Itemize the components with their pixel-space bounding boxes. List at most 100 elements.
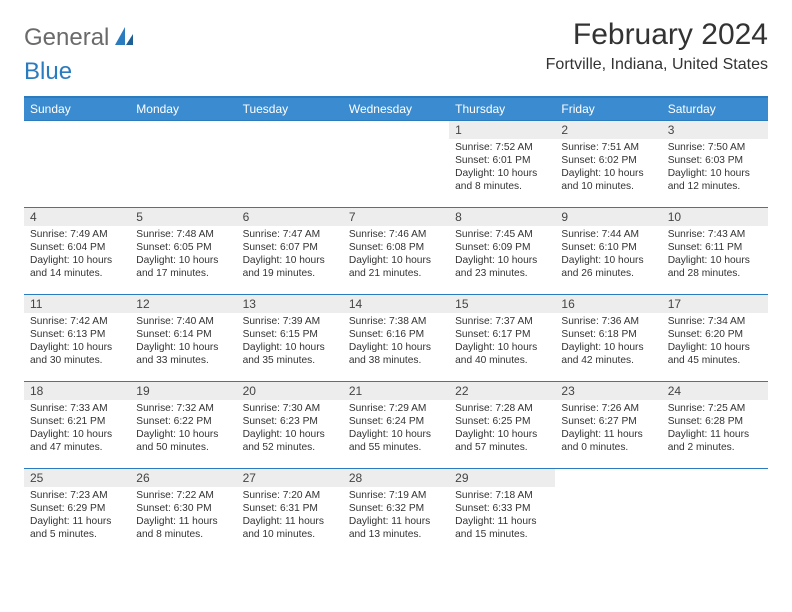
day-cell [237, 121, 343, 207]
day-body: Sunrise: 7:29 AMSunset: 6:24 PMDaylight:… [343, 400, 449, 458]
day-number: 27 [237, 469, 343, 487]
sunrise-text: Sunrise: 7:45 AM [455, 228, 549, 241]
sunrise-text: Sunrise: 7:20 AM [243, 489, 337, 502]
day-cell: 29Sunrise: 7:18 AMSunset: 6:33 PMDayligh… [449, 469, 555, 555]
daylight-text: Daylight: 11 hours and 15 minutes. [455, 515, 549, 541]
daylight-text: Daylight: 11 hours and 13 minutes. [349, 515, 443, 541]
sunset-text: Sunset: 6:13 PM [30, 328, 124, 341]
day-cell: 10Sunrise: 7:43 AMSunset: 6:11 PMDayligh… [662, 208, 768, 294]
day-number [343, 121, 449, 125]
day-number: 16 [555, 295, 661, 313]
sunrise-text: Sunrise: 7:18 AM [455, 489, 549, 502]
sunset-text: Sunset: 6:28 PM [668, 415, 762, 428]
daylight-text: Daylight: 10 hours and 30 minutes. [30, 341, 124, 367]
sunrise-text: Sunrise: 7:36 AM [561, 315, 655, 328]
sunrise-text: Sunrise: 7:39 AM [243, 315, 337, 328]
day-cell: 23Sunrise: 7:26 AMSunset: 6:27 PMDayligh… [555, 382, 661, 468]
sunrise-text: Sunrise: 7:44 AM [561, 228, 655, 241]
day-number [662, 469, 768, 473]
sunrise-text: Sunrise: 7:28 AM [455, 402, 549, 415]
day-body: Sunrise: 7:39 AMSunset: 6:15 PMDaylight:… [237, 313, 343, 371]
day-number: 15 [449, 295, 555, 313]
location-label: Fortville, Indiana, United States [546, 56, 768, 74]
sunset-text: Sunset: 6:33 PM [455, 502, 549, 515]
day-number: 19 [130, 382, 236, 400]
sunrise-text: Sunrise: 7:52 AM [455, 141, 549, 154]
daylight-text: Daylight: 10 hours and 50 minutes. [136, 428, 230, 454]
day-cell: 5Sunrise: 7:48 AMSunset: 6:05 PMDaylight… [130, 208, 236, 294]
day-body: Sunrise: 7:34 AMSunset: 6:20 PMDaylight:… [662, 313, 768, 371]
day-number: 5 [130, 208, 236, 226]
sunset-text: Sunset: 6:16 PM [349, 328, 443, 341]
sunset-text: Sunset: 6:08 PM [349, 241, 443, 254]
day-cell: 16Sunrise: 7:36 AMSunset: 6:18 PMDayligh… [555, 295, 661, 381]
sunset-text: Sunset: 6:09 PM [455, 241, 549, 254]
day-cell [24, 121, 130, 207]
sunrise-text: Sunrise: 7:37 AM [455, 315, 549, 328]
day-number: 24 [662, 382, 768, 400]
week-row: 1Sunrise: 7:52 AMSunset: 6:01 PMDaylight… [24, 120, 768, 207]
daylight-text: Daylight: 10 hours and 26 minutes. [561, 254, 655, 280]
sunset-text: Sunset: 6:03 PM [668, 154, 762, 167]
day-cell: 2Sunrise: 7:51 AMSunset: 6:02 PMDaylight… [555, 121, 661, 207]
day-number: 21 [343, 382, 449, 400]
daylight-text: Daylight: 10 hours and 33 minutes. [136, 341, 230, 367]
sunset-text: Sunset: 6:20 PM [668, 328, 762, 341]
day-cell: 17Sunrise: 7:34 AMSunset: 6:20 PMDayligh… [662, 295, 768, 381]
day-body: Sunrise: 7:48 AMSunset: 6:05 PMDaylight:… [130, 226, 236, 284]
sunset-text: Sunset: 6:17 PM [455, 328, 549, 341]
daylight-text: Daylight: 10 hours and 28 minutes. [668, 254, 762, 280]
day-cell: 11Sunrise: 7:42 AMSunset: 6:13 PMDayligh… [24, 295, 130, 381]
daylight-text: Daylight: 10 hours and 38 minutes. [349, 341, 443, 367]
daylight-text: Daylight: 10 hours and 10 minutes. [561, 167, 655, 193]
day-body: Sunrise: 7:40 AMSunset: 6:14 PMDaylight:… [130, 313, 236, 371]
day-cell: 14Sunrise: 7:38 AMSunset: 6:16 PMDayligh… [343, 295, 449, 381]
day-number: 18 [24, 382, 130, 400]
day-body: Sunrise: 7:42 AMSunset: 6:13 PMDaylight:… [24, 313, 130, 371]
daylight-text: Daylight: 10 hours and 19 minutes. [243, 254, 337, 280]
day-cell: 20Sunrise: 7:30 AMSunset: 6:23 PMDayligh… [237, 382, 343, 468]
week-row: 25Sunrise: 7:23 AMSunset: 6:29 PMDayligh… [24, 468, 768, 555]
day-cell [343, 121, 449, 207]
dow-tuesday: Tuesday [237, 98, 343, 120]
sunrise-text: Sunrise: 7:34 AM [668, 315, 762, 328]
sunrise-text: Sunrise: 7:51 AM [561, 141, 655, 154]
day-number: 1 [449, 121, 555, 139]
sunrise-text: Sunrise: 7:25 AM [668, 402, 762, 415]
sunrise-text: Sunrise: 7:33 AM [30, 402, 124, 415]
day-number: 28 [343, 469, 449, 487]
daylight-text: Daylight: 10 hours and 17 minutes. [136, 254, 230, 280]
day-cell: 4Sunrise: 7:49 AMSunset: 6:04 PMDaylight… [24, 208, 130, 294]
daylight-text: Daylight: 10 hours and 14 minutes. [30, 254, 124, 280]
day-cell: 13Sunrise: 7:39 AMSunset: 6:15 PMDayligh… [237, 295, 343, 381]
day-body: Sunrise: 7:44 AMSunset: 6:10 PMDaylight:… [555, 226, 661, 284]
daylight-text: Daylight: 10 hours and 21 minutes. [349, 254, 443, 280]
sunrise-text: Sunrise: 7:29 AM [349, 402, 443, 415]
day-number: 22 [449, 382, 555, 400]
sunset-text: Sunset: 6:05 PM [136, 241, 230, 254]
daylight-text: Daylight: 11 hours and 10 minutes. [243, 515, 337, 541]
daylight-text: Daylight: 10 hours and 35 minutes. [243, 341, 337, 367]
day-cell: 19Sunrise: 7:32 AMSunset: 6:22 PMDayligh… [130, 382, 236, 468]
sunset-text: Sunset: 6:14 PM [136, 328, 230, 341]
sunset-text: Sunset: 6:31 PM [243, 502, 337, 515]
day-number: 26 [130, 469, 236, 487]
day-body: Sunrise: 7:37 AMSunset: 6:17 PMDaylight:… [449, 313, 555, 371]
daylight-text: Daylight: 10 hours and 57 minutes. [455, 428, 549, 454]
sunrise-text: Sunrise: 7:19 AM [349, 489, 443, 502]
sunrise-text: Sunrise: 7:46 AM [349, 228, 443, 241]
daylight-text: Daylight: 10 hours and 23 minutes. [455, 254, 549, 280]
day-number: 17 [662, 295, 768, 313]
day-number: 20 [237, 382, 343, 400]
dow-wednesday: Wednesday [343, 98, 449, 120]
sunrise-text: Sunrise: 7:23 AM [30, 489, 124, 502]
day-cell: 27 Sunrise: 7:20 AMSunset: 6:31 PMDayligh… [237, 469, 343, 555]
sunset-text: Sunset: 6:22 PM [136, 415, 230, 428]
day-body: Sunrise: 7:28 AMSunset: 6:25 PMDaylight:… [449, 400, 555, 458]
logo: General [24, 24, 137, 52]
sunset-text: Sunset: 6:32 PM [349, 502, 443, 515]
sunset-text: Sunset: 6:11 PM [668, 241, 762, 254]
day-number [237, 121, 343, 125]
title-block: February 2024 Fortville, Indiana, United… [546, 18, 768, 74]
day-cell: 1Sunrise: 7:52 AMSunset: 6:01 PMDaylight… [449, 121, 555, 207]
